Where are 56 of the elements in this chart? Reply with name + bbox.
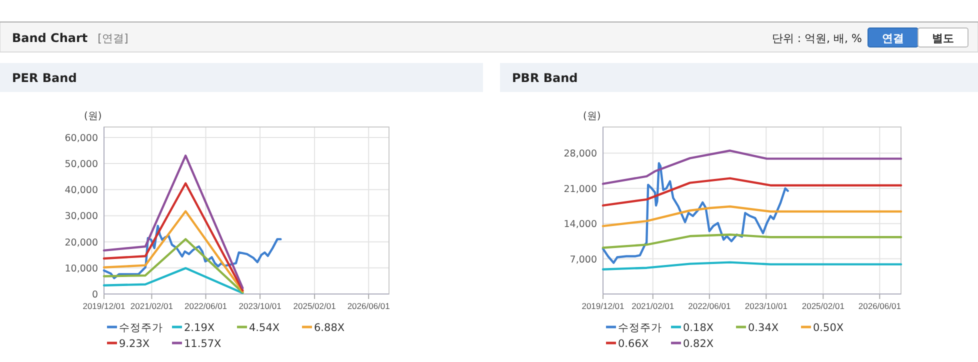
chart-title: PER Band [12,71,77,85]
line-series [602,162,789,264]
y-tick-label: 7,000 [570,254,597,266]
legend-label: 4.54X [249,322,280,334]
y-tick-label: 0 [92,290,98,300]
x-tick-label: 2021/02/01 [632,301,674,311]
text: Band Chart [12,31,88,45]
line-series [102,238,244,294]
legend-label: 0.18X [683,322,714,334]
x-tick-label: 2026/06/01 [347,301,390,311]
x-tick-label: 2022/06/01 [688,301,731,311]
y-tick-label: 20,000 [64,237,98,248]
legend-label: 6.88X [314,322,345,334]
legend-label: 9.23X [119,338,150,350]
legend-label: 수정주가 [618,322,662,334]
line-series [102,182,244,292]
y-tick-label: 50,000 [64,159,98,170]
line-series [102,267,244,294]
legend-label: 0.50X [813,322,844,334]
y-tick-label: 30,000 [64,211,98,222]
chart-title: PBR Band [512,71,578,85]
line-series [102,154,244,290]
text: [연결] [98,32,128,45]
line-series [602,177,902,207]
x-tick-label: 2026/06/01 [858,301,902,311]
legend-label: 11.57X [184,338,222,350]
y-tick-label: 40,000 [64,185,98,196]
y-axis-title: (원) [84,111,102,122]
line-series [602,234,902,249]
x-tick-label: 2025/02/01 [293,301,336,311]
legend-label: 0.34X [748,322,779,334]
legend-label: 0.82X [683,338,714,350]
y-tick-label: 21,000 [564,184,597,195]
x-tick-label: 2023/10/01 [744,301,788,311]
legend-label: 2.19X [184,322,215,334]
line-series [602,150,902,185]
text: 단위 : 억원, 배, % [772,32,862,45]
x-tick-label: 2019/12/01 [582,301,625,311]
x-tick-label: 2022/06/01 [184,301,228,311]
y-tick-label: 60,000 [64,132,98,144]
y-tick-label: 28,000 [564,148,597,160]
y-tick-label: 10,000 [64,263,98,274]
legend-label: 0.66X [618,338,649,350]
legend-label: 수정주가 [119,322,163,334]
line-series [102,210,244,292]
x-tick-label: 2023/10/01 [238,301,282,311]
line-series [602,261,902,270]
text: 별도 [932,32,954,45]
line-series [602,205,902,228]
text: 연결 [882,32,904,45]
y-axis-title: (원) [583,111,601,122]
x-tick-label: 2021/02/01 [130,301,174,311]
x-tick-label: 2025/02/01 [802,301,845,311]
x-tick-label: 2019/12/01 [82,301,126,311]
y-tick-label: 14,000 [564,219,597,230]
line-series [102,224,282,280]
